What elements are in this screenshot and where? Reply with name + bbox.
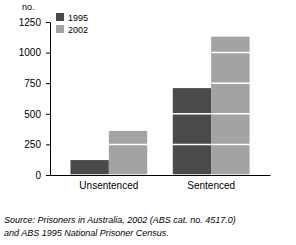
legend-label: 1995 xyxy=(68,13,88,23)
y-axis-title: no. xyxy=(22,2,35,12)
grid-line xyxy=(50,113,270,115)
bar xyxy=(173,88,211,175)
y-tick: 750 xyxy=(24,78,50,89)
y-tick-label: 500 xyxy=(24,109,41,120)
x-tick: Sentenced xyxy=(187,175,235,191)
y-tick-label: 1250 xyxy=(19,17,42,28)
x-tick-label: Unsentenced xyxy=(79,180,138,191)
source-note: and ABS 1995 National Prisoner Census. xyxy=(4,228,169,238)
source-note: Source: Prisoners in Australia, 2002 (AB… xyxy=(4,215,236,225)
y-tick-label: 1000 xyxy=(19,47,42,58)
x-tick: Unsentenced xyxy=(79,175,138,191)
grid-line xyxy=(50,174,270,175)
y-tick-mark xyxy=(46,114,50,115)
y-tick-label: 750 xyxy=(24,78,41,89)
y-tick-mark xyxy=(46,144,50,145)
y-tick-mark xyxy=(46,53,50,54)
legend-label: 2002 xyxy=(68,25,88,35)
grid-line xyxy=(50,52,270,54)
bar xyxy=(109,131,147,175)
grid xyxy=(50,22,270,175)
bars xyxy=(70,37,249,175)
y-tick-mark xyxy=(46,22,50,23)
bar xyxy=(211,37,249,175)
grid-line xyxy=(50,82,270,84)
y-tick-mark xyxy=(46,175,50,176)
y-axis: 0 250 500 750 1000 1250 xyxy=(19,17,51,181)
y-tick: 500 xyxy=(24,109,50,120)
grid-line xyxy=(50,144,270,146)
bar xyxy=(70,160,108,175)
y-tick-label: 0 xyxy=(35,170,41,181)
legend-swatch xyxy=(56,25,64,33)
x-tick-label: Sentenced xyxy=(187,180,235,191)
y-tick: 0 xyxy=(35,170,50,181)
y-tick: 250 xyxy=(24,139,50,150)
y-tick-label: 250 xyxy=(24,139,41,150)
y-tick-mark xyxy=(46,83,50,84)
y-tick: 1000 xyxy=(19,47,50,58)
x-axis-line xyxy=(51,175,271,176)
y-axis-line xyxy=(50,23,51,176)
y-tick: 1250 xyxy=(19,17,50,28)
legend-swatch xyxy=(56,13,64,21)
legend: 1995 2002 xyxy=(56,13,88,35)
x-axis: Unsentenced Sentenced xyxy=(51,175,271,191)
